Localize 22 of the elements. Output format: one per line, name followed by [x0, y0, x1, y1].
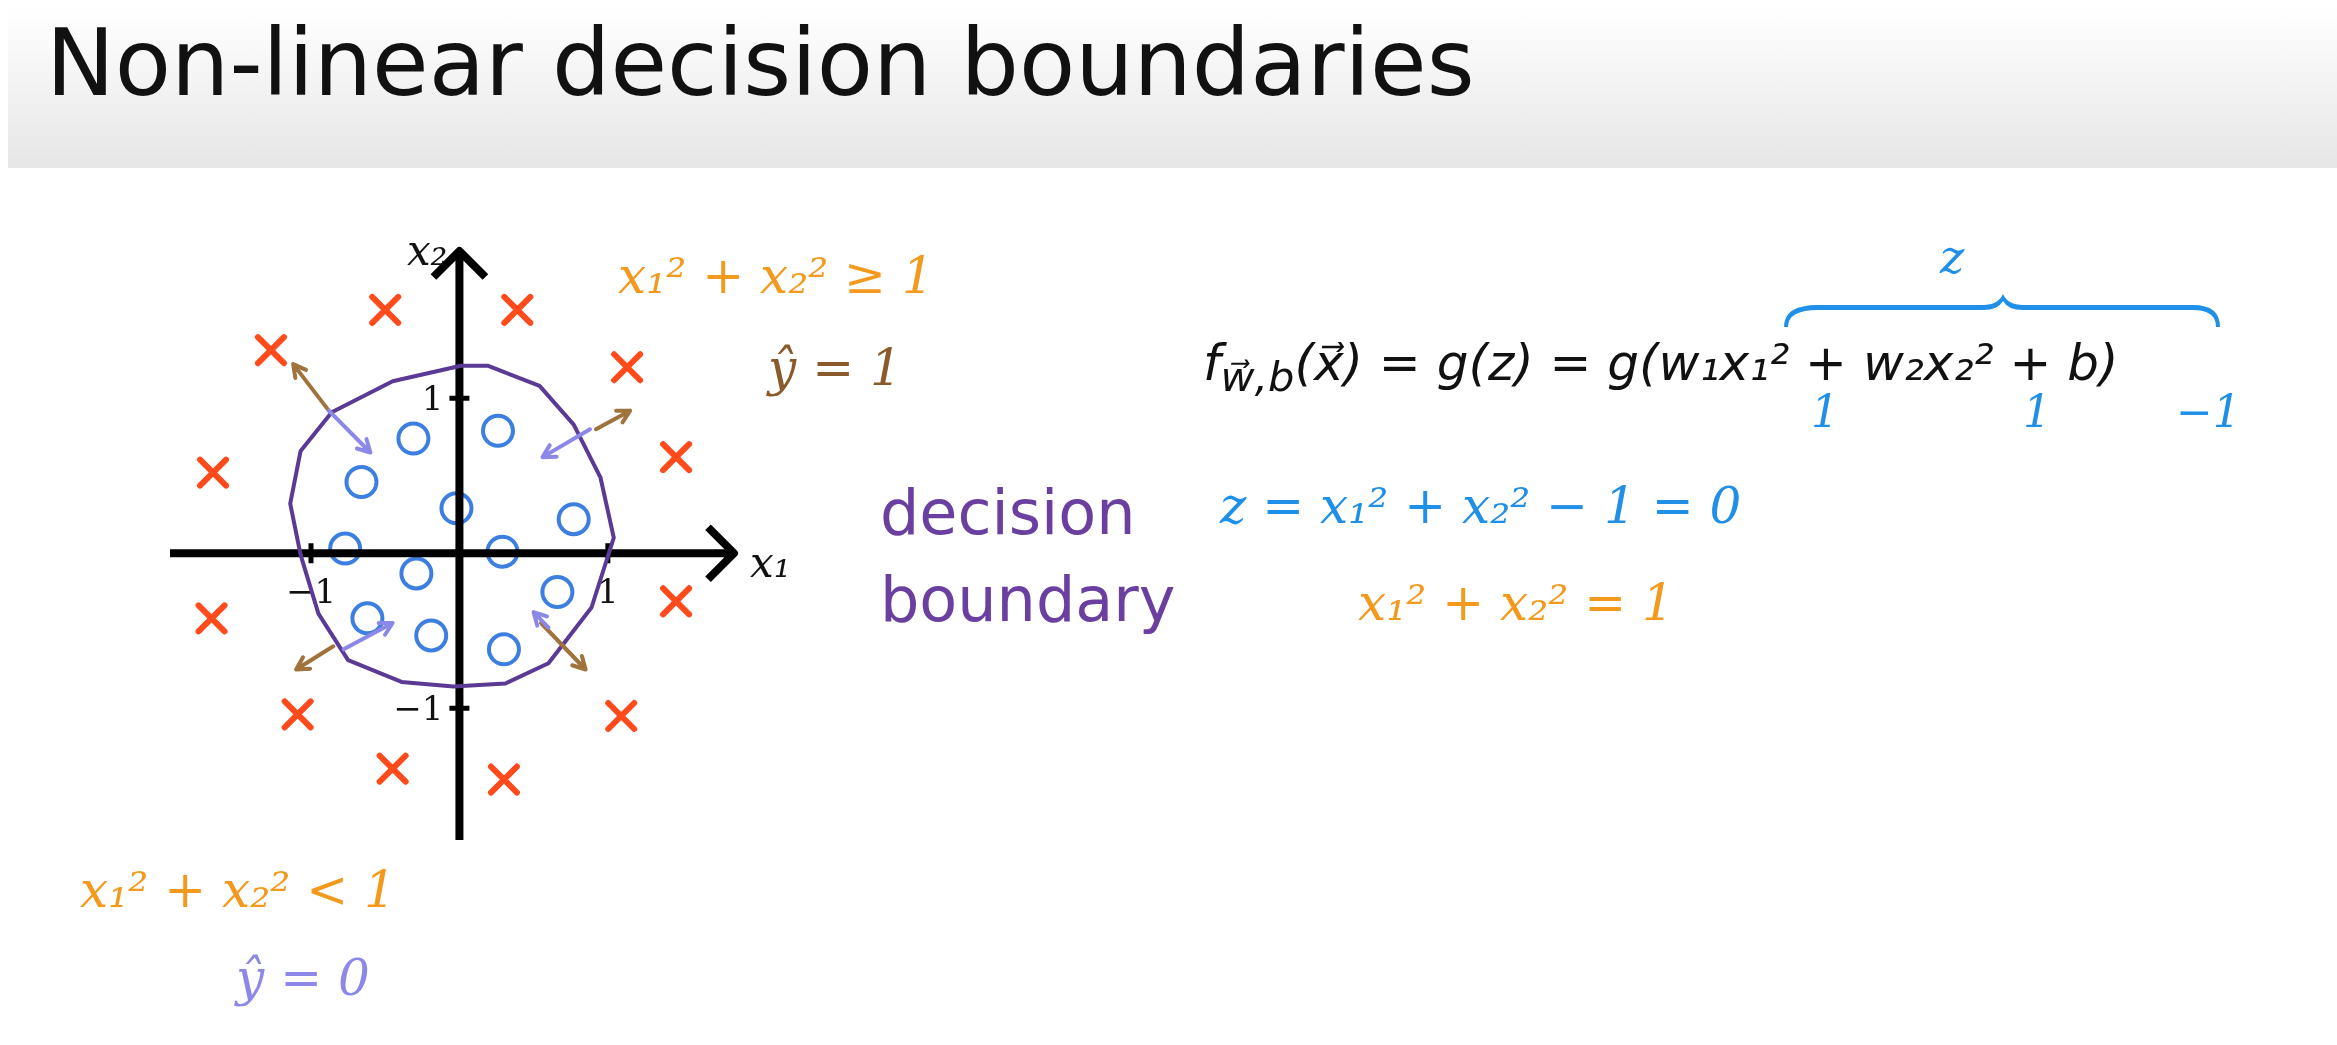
point: [414, 618, 449, 653]
text: 1: [2023, 386, 2051, 439]
point: [396, 421, 431, 456]
point: [486, 632, 521, 667]
point: [350, 601, 385, 636]
point: [540, 575, 575, 609]
text: ŷ = 0: [236, 948, 370, 1008]
x-axis-title: x₁: [750, 538, 791, 588]
point: [556, 502, 591, 537]
point: [399, 556, 434, 591]
text: z: [1940, 230, 1965, 286]
text: ŷ = 1: [768, 338, 902, 398]
text: −1: [2176, 386, 2241, 439]
chart-title: Non-linear decision boundaries: [46, 10, 1475, 117]
text: x₁² + x₂² = 1: [1358, 573, 1674, 633]
y-axis-title: x₂: [406, 226, 448, 275]
text: decision boundary: [880, 476, 1176, 636]
annotation: x₁² + x₂² ≥ 1: [618, 246, 934, 306]
text: z = x₁² + x₂² − 1 = 0: [1220, 476, 1742, 536]
point: [344, 464, 379, 499]
text: x₁² + x₂² < 1: [80, 860, 396, 920]
point: [481, 413, 516, 448]
